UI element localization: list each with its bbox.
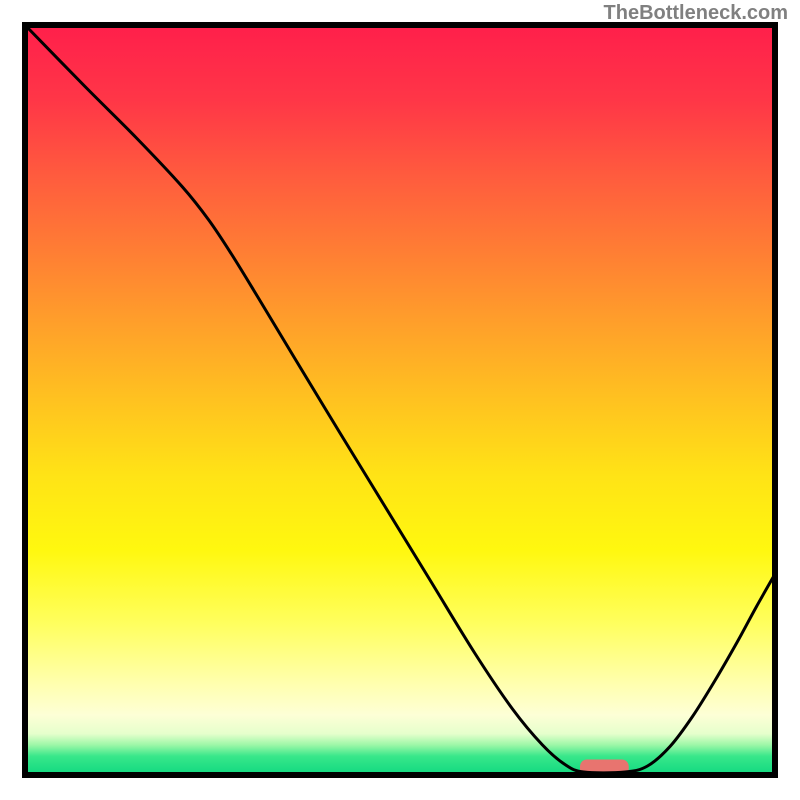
bottleneck-chart <box>0 0 800 800</box>
chart-container: TheBottleneck.com <box>0 0 800 800</box>
watermark-text: TheBottleneck.com <box>604 2 788 25</box>
